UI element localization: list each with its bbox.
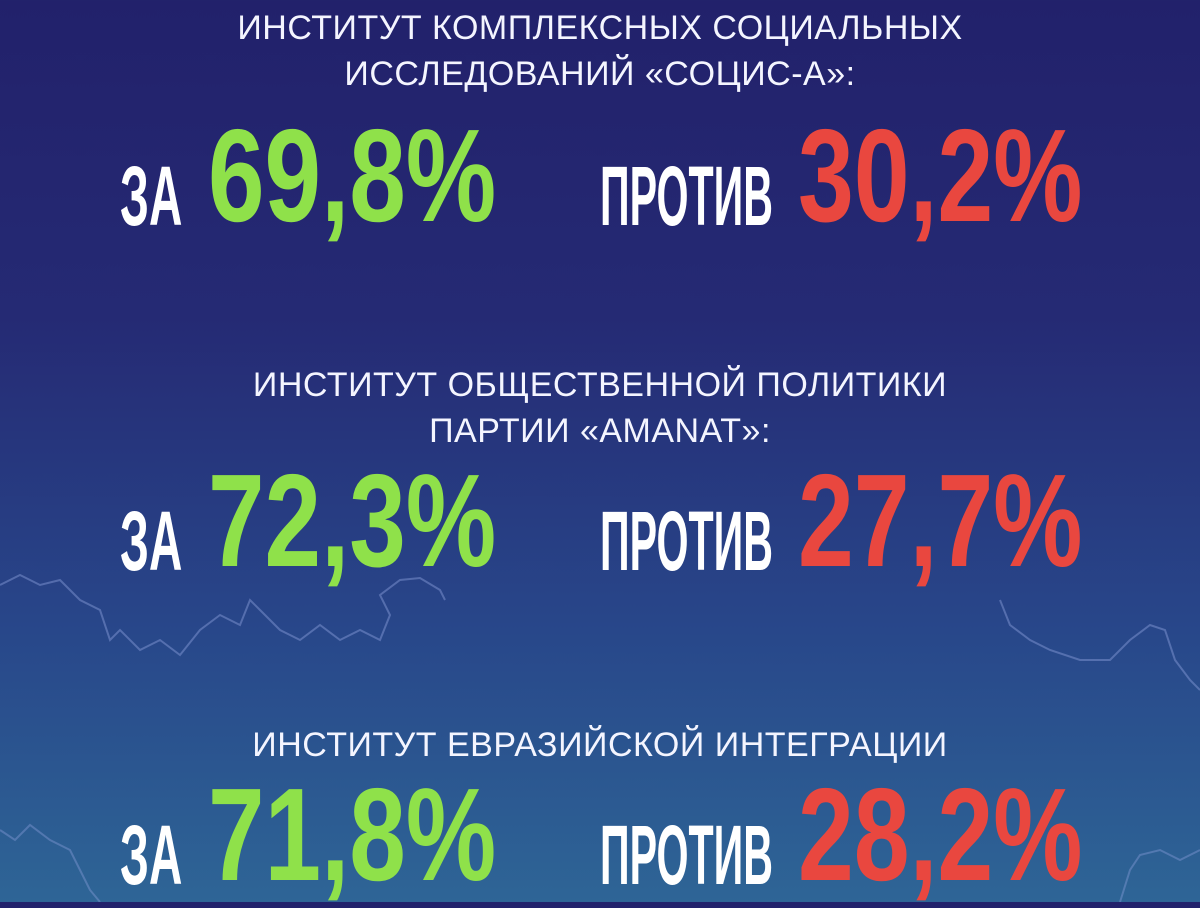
institute-title-2: ИНСТИТУТ ОБЩЕСТВЕННОЙ ПОЛИТИКИ ПАРТИИ «A… <box>0 362 1200 454</box>
poll-result-2: ЗА 72,3% ПРОТИВ 27,7% <box>0 453 1200 588</box>
against-label: ПРОТИВ <box>600 149 773 243</box>
for-percent: 69,8% <box>208 102 497 249</box>
institute-title-line: ПАРТИИ «AMANAT»: <box>429 412 771 450</box>
against-percent: 28,2% <box>798 761 1083 908</box>
for-label: ЗА <box>120 808 183 902</box>
against-percent: 30,2% <box>798 102 1083 249</box>
institute-title-line: ИНСТИТУТ КОМПЛЕКСНЫХ СОЦИАЛЬНЫХ <box>237 9 963 47</box>
institute-title-line: ИНСТИТУТ ЕВРАЗИЙСКОЙ ИНТЕГРАЦИИ <box>252 726 948 764</box>
poll-result-1: ЗА 69,8% ПРОТИВ 30,2% <box>0 108 1200 243</box>
institute-title-line: ИССЛЕДОВАНИЙ «СОЦИС-А»: <box>344 55 856 93</box>
for-percent: 71,8% <box>208 761 497 908</box>
for-percent: 72,3% <box>208 447 497 594</box>
institute-title-line: ИНСТИТУТ ОБЩЕСТВЕННОЙ ПОЛИТИКИ <box>252 366 948 404</box>
institute-title-3: ИНСТИТУТ ЕВРАЗИЙСКОЙ ИНТЕГРАЦИИ <box>0 722 1200 768</box>
institute-title-1: ИНСТИТУТ КОМПЛЕКСНЫХ СОЦИАЛЬНЫХ ИССЛЕДОВ… <box>0 5 1200 97</box>
for-label: ЗА <box>120 494 183 588</box>
poll-result-3: ЗА 71,8% ПРОТИВ 28,2% <box>0 767 1200 902</box>
for-label: ЗА <box>120 149 183 243</box>
against-label: ПРОТИВ <box>600 494 773 588</box>
against-percent: 27,7% <box>798 447 1083 594</box>
against-label: ПРОТИВ <box>600 808 773 902</box>
